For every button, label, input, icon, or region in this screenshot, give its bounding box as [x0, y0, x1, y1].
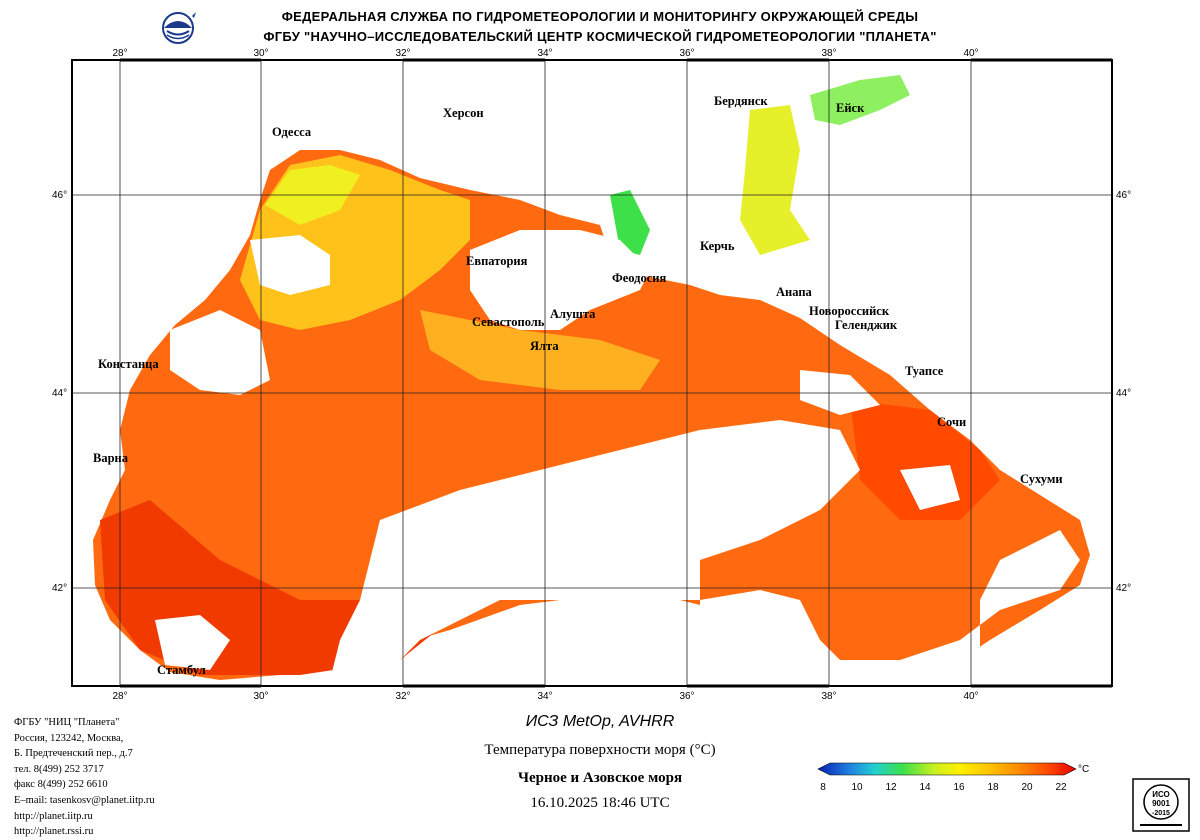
city-label-sochi: Сочи [937, 415, 966, 429]
colorbar: °C 8 10 12 14 16 18 20 22 [817, 762, 1089, 793]
colorbar-tick: 20 [1021, 782, 1033, 793]
cloud-mask-ne [800, 370, 880, 415]
lon-label-top: 30° [253, 48, 268, 59]
cloud-mask-nw [250, 235, 330, 295]
roshydromet-logo-icon [162, 12, 196, 44]
org-line: Россия, 123242, Москва, [14, 732, 124, 744]
azov-north-sst [810, 75, 910, 125]
city-label-berdyansk: Бердянск [714, 94, 768, 108]
cloud-mask-west [170, 310, 270, 395]
city-label-anapa: Анапа [776, 285, 813, 299]
org-link[interactable]: http://planet.rssi.ru [14, 826, 94, 838]
colorbar-tick: 16 [953, 782, 965, 793]
lat-label-left: 46° [52, 190, 67, 201]
caption-satellite: ИСЗ MetOp, AVHRR [525, 713, 675, 730]
city-label-gelendzhik: Геленджик [835, 318, 898, 332]
colorbar-tick: 8 [820, 782, 826, 793]
cloud-mask-sw [155, 615, 230, 670]
lon-label-top: 38° [821, 48, 836, 59]
caption-region: Черное и Азовское моря [517, 770, 683, 786]
city-label-feodosia: Феодосия [612, 271, 666, 285]
city-label-istanbul: Стамбул [157, 663, 206, 677]
city-label-yeysk: Ейск [836, 101, 865, 115]
header-line-2: ФГБУ "НАУЧНО–ИССЛЕДОВАТЕЛЬСКИЙ ЦЕНТР КОС… [263, 29, 937, 44]
org-line: ФГБУ "НИЦ "Планета" [14, 717, 120, 728]
lon-label-bottom: 34° [537, 691, 552, 702]
colorbar-tick: 22 [1055, 782, 1067, 793]
colorbar-tick: 12 [885, 782, 897, 793]
city-label-tuapse: Туапсе [905, 364, 944, 378]
lon-label-top: 40° [963, 48, 978, 59]
lon-label-top: 28° [112, 48, 127, 59]
central-yellow-sst [420, 310, 660, 390]
cloud-mask-central [330, 420, 1080, 680]
city-label-sukhumi: Сухуми [1020, 472, 1063, 486]
city-label-evpatoria: Евпатория [466, 254, 528, 268]
lon-label-bottom: 40° [963, 691, 978, 702]
city-label-odessa: Одесса [272, 125, 312, 139]
frame-ticks [120, 58, 1112, 688]
city-label-kherson: Херсон [443, 106, 484, 120]
org-line: факс 8(499) 252 6610 [14, 779, 108, 791]
iso-line2: 9001 [1152, 799, 1170, 808]
lon-label-bottom: 38° [821, 691, 836, 702]
lon-label-bottom: 36° [679, 691, 694, 702]
city-label-constanta: Констанца [98, 357, 159, 371]
iso-line1: ИСО [1152, 790, 1170, 799]
lon-label-top: 32° [395, 48, 410, 59]
colorbar-unit: °C [1078, 764, 1089, 775]
lat-label-right: 46° [1116, 190, 1131, 201]
lat-label-left: 42° [52, 583, 67, 594]
lon-label-bottom: 30° [253, 691, 268, 702]
caption-datetime: 16.10.2025 18:46 UTC [530, 795, 670, 811]
lon-label-bottom: 32° [395, 691, 410, 702]
city-label-kerch: Керчь [700, 239, 735, 253]
org-link[interactable]: http://planet.iitp.ru [14, 810, 93, 822]
map-frame [71, 59, 1113, 687]
lon-label-top: 36° [679, 48, 694, 59]
city-label-varna: Варна [93, 451, 129, 465]
lat-label-left: 44° [52, 388, 67, 399]
iso-line3: -2015 [1152, 810, 1170, 817]
city-label-yalta: Ялта [530, 339, 559, 353]
azov-east-sst [740, 105, 810, 255]
lon-label-top: 34° [537, 48, 552, 59]
header-line-1: ФЕДЕРАЛЬНАЯ СЛУЖБА ПО ГИДРОМЕТЕОРОЛОГИИ … [281, 9, 919, 24]
city-label-alushta: Алушта [550, 307, 596, 321]
lat-label-right: 44° [1116, 388, 1131, 399]
crimea-land [470, 230, 650, 330]
colorbar-gradient [817, 762, 1077, 776]
colorbar-tick: 18 [987, 782, 999, 793]
sivash-sst [610, 190, 650, 255]
city-label-sevastopol: Севастополь [472, 315, 545, 329]
colorbar-tick: 14 [919, 782, 931, 793]
org-email[interactable]: E–mail: tasenkosv@planet.iitp.ru [14, 794, 155, 806]
graticule [72, 60, 1112, 686]
organization-info: ФГБУ "НИЦ "Планета" Россия, 123242, Моск… [14, 715, 155, 840]
cloud-mask-east [900, 465, 960, 510]
org-line: Б. Предтеченский пер., д.7 [14, 748, 133, 760]
org-line: тел. 8(499) 252 3717 [14, 763, 104, 775]
east-warm-sst [850, 400, 1000, 520]
caption-parameter: Температура поверхности моря (°C) [484, 742, 716, 758]
colorbar-tick: 10 [851, 782, 863, 793]
lat-label-right: 42° [1116, 583, 1131, 594]
iso-certification-icon: ИСО 9001 -2015 [1132, 778, 1190, 832]
lon-label-bottom: 28° [112, 691, 127, 702]
city-label-novorossiysk: Новороссийск [809, 304, 890, 318]
